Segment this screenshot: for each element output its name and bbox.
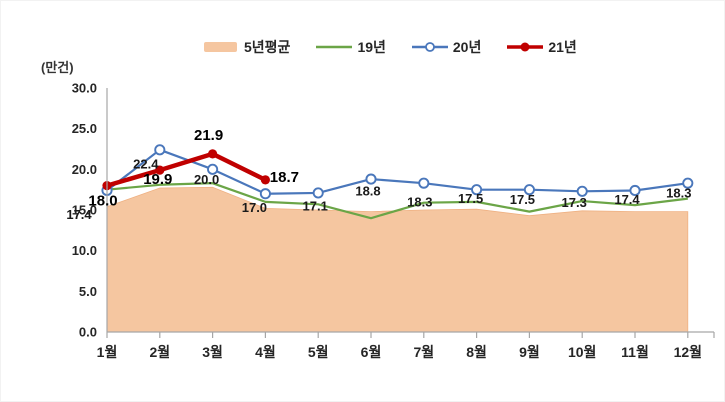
legend-label: 19년 bbox=[357, 39, 386, 55]
marker-2020 bbox=[154, 144, 166, 156]
marker-2021 bbox=[260, 175, 270, 185]
line-series-2020 bbox=[106, 148, 688, 195]
data-label-2021: 19.9 bbox=[143, 171, 172, 188]
legend-swatch-line-filled-marker-icon bbox=[507, 42, 544, 52]
marker-2020 bbox=[629, 184, 641, 197]
data-label-2020: 20.0 bbox=[194, 172, 219, 187]
data-label-2020: 17.4 bbox=[66, 207, 92, 222]
x-axis-month-label: 4월 bbox=[255, 344, 276, 360]
legend-item-21년: 21년 bbox=[507, 37, 577, 57]
line-series-2019 bbox=[106, 182, 688, 220]
legend: 5년평균 19년 20년 21년 bbox=[203, 37, 577, 57]
x-axis-month-label: 6월 bbox=[361, 344, 382, 360]
marker-2020 bbox=[259, 188, 271, 200]
legend-item-20년: 20년 bbox=[411, 37, 482, 57]
marker-2020 bbox=[471, 184, 483, 196]
y-axis-tick-label: 15.0 bbox=[72, 203, 97, 218]
legend-swatch-line-open-marker-icon bbox=[411, 42, 448, 52]
area-series-5yr-average bbox=[106, 186, 689, 333]
axes bbox=[106, 88, 715, 338]
markers-2021 bbox=[102, 149, 270, 191]
x-axis-month-label: 8월 bbox=[466, 344, 487, 360]
data-label-2020: 17.0 bbox=[242, 200, 267, 215]
x-axis-labels: 1월 2월 3월 4월 5월 6월 7월 8월 9월 10월 11월 12월 bbox=[97, 344, 702, 360]
y-axis-labels: 0.0 5.0 10.0 15.0 20.0 25.0 30.0 bbox=[72, 81, 97, 340]
data-label-2021: 18.7 bbox=[270, 169, 299, 186]
legend-item-5년평균: 5년평균 bbox=[203, 37, 290, 57]
data-label-2021: 21.9 bbox=[194, 127, 223, 144]
data-label-2020: 17.1 bbox=[303, 198, 328, 213]
marker-2020 bbox=[207, 163, 219, 175]
y-axis-tick-label: 25.0 bbox=[72, 121, 97, 136]
x-axis-month-label: 3월 bbox=[202, 344, 223, 360]
marker-2020 bbox=[682, 177, 694, 189]
y-axis-tick-label: 5.0 bbox=[79, 284, 97, 299]
x-axis-month-label: 1월 bbox=[97, 344, 118, 360]
data-label-2020: 18.3 bbox=[407, 195, 432, 210]
line-series-2021 bbox=[106, 151, 267, 188]
data-label-2020: 17.5 bbox=[458, 191, 483, 206]
x-axis-month-label: 5월 bbox=[308, 344, 329, 360]
legend-label: 5년평균 bbox=[244, 39, 291, 55]
y-axis-unit-label: (만건) bbox=[41, 60, 74, 75]
data-labels-2020: 17.4 22.4 20.0 17.0 17.1 18.8 18.3 17.5 17.5 17.3… bbox=[66, 156, 691, 222]
data-label-2020: 22.4 bbox=[133, 156, 159, 171]
data-label-2020: 18.3 bbox=[666, 186, 691, 201]
data-label-2020: 18.8 bbox=[355, 184, 380, 199]
x-axis-month-label: 10월 bbox=[568, 344, 596, 360]
data-label-2020: 17.3 bbox=[562, 195, 587, 210]
x-axis-month-label: 7월 bbox=[413, 344, 434, 360]
x-axis-month-label: 9월 bbox=[519, 344, 540, 360]
legend-swatch-line-icon bbox=[316, 45, 353, 49]
legend-item-19년: 19년 bbox=[316, 37, 386, 57]
y-axis-tick-label: 0.0 bbox=[79, 325, 97, 340]
x-axis-month-label: 12월 bbox=[674, 344, 702, 360]
marker-2021 bbox=[208, 149, 218, 159]
data-label-2020: 17.4 bbox=[614, 192, 640, 207]
marker-2020 bbox=[365, 173, 377, 185]
y-axis-tick-label: 20.0 bbox=[72, 162, 97, 177]
x-axis-month-label: 2월 bbox=[149, 344, 170, 360]
y-axis-tick-label: 30.0 bbox=[72, 81, 97, 96]
legend-label: 21년 bbox=[548, 39, 577, 55]
data-label-2020: 17.5 bbox=[510, 192, 535, 207]
legend-swatch-area-icon bbox=[204, 42, 237, 52]
marker-2020 bbox=[418, 177, 430, 189]
marker-2021 bbox=[155, 165, 165, 175]
data-labels-2021: 18.0 19.9 21.9 18.7 bbox=[88, 127, 299, 210]
marker-2020 bbox=[312, 187, 324, 199]
data-label-2021: 18.0 bbox=[88, 193, 117, 210]
legend-label: 20년 bbox=[452, 39, 482, 55]
marker-2020 bbox=[576, 185, 588, 197]
y-axis-tick-label: 10.0 bbox=[72, 243, 97, 258]
marker-2020 bbox=[523, 184, 535, 196]
x-axis-month-label: 11월 bbox=[621, 344, 649, 360]
